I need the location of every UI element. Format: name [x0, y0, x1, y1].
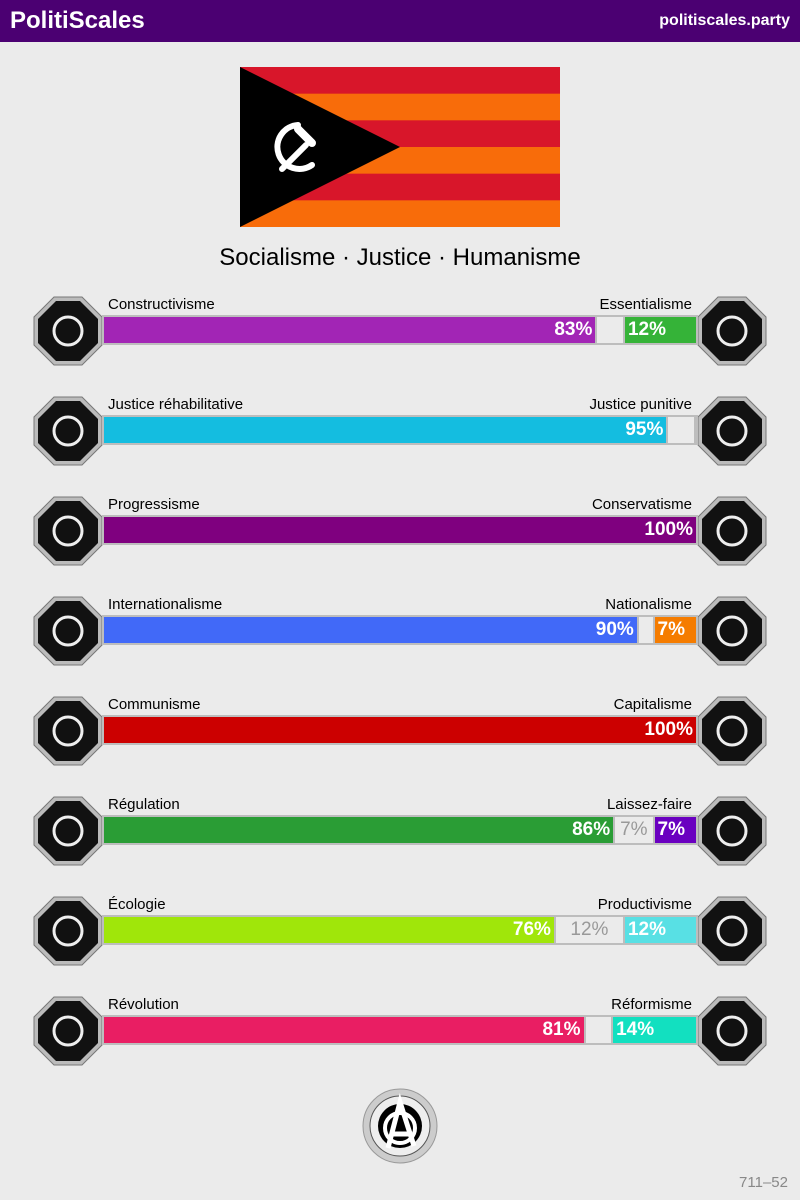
header: PolitiScales politiscales.party [0, 0, 800, 42]
gear-icon [697, 896, 767, 966]
flag-icon [697, 596, 767, 666]
eye-icon [33, 296, 103, 366]
axis-right-label: Essentialisme [599, 296, 692, 313]
axis-right-label: Réformisme [611, 996, 692, 1013]
neutral-segment: 7% [613, 817, 655, 843]
neutral-segment: 12% [553, 917, 625, 943]
axis-left-label: Communisme [108, 696, 201, 713]
right-segment: 12% [624, 917, 696, 943]
neutral-segment [666, 417, 696, 443]
axis-row: Régulation Laissez-faire 86% 7% 7% [0, 788, 800, 888]
axis-row: Constructivisme Essentialisme 83% 12% [0, 288, 800, 388]
axis-left-label: Écologie [108, 896, 166, 913]
app-title[interactable]: PolitiScales [10, 7, 145, 34]
axis-bar: 95% [102, 415, 698, 445]
axis-bar: 81% 14% [102, 1015, 698, 1045]
fist-icon [33, 996, 103, 1066]
sprout-icon [33, 896, 103, 966]
axis-bar: 100% [102, 715, 698, 745]
axis-left-label: Progressisme [108, 496, 200, 513]
globe-icon [33, 596, 103, 666]
anarchy-seal [362, 1088, 438, 1164]
axis-bar: 86% 7% 7% [102, 815, 698, 845]
left-segment: 90% [104, 617, 637, 643]
flower-icon [697, 296, 767, 366]
axis-left-label: Internationalisme [108, 596, 223, 613]
left-segment: 76% [104, 917, 554, 943]
quill-icon [697, 496, 767, 566]
axis-bar: 83% 12% [102, 315, 698, 345]
hammer-sickle-icon [33, 696, 103, 766]
axis-left-label: Justice réhabilitative [108, 396, 244, 413]
axis-left-label: Révolution [108, 996, 179, 1013]
handshake-icon [33, 396, 103, 466]
left-segment: 83% [104, 317, 596, 343]
left-segment: 81% [104, 1017, 584, 1043]
axis-left-label: Constructivisme [108, 296, 215, 313]
slogan: Socialisme · Justice · Humanisme [219, 244, 581, 271]
axis-left-label: Régulation [108, 796, 180, 813]
flag [240, 67, 560, 227]
result-code: 711–52 [739, 1174, 788, 1191]
axis-right-label: Laissez-faire [606, 796, 692, 813]
right-segment: 12% [624, 317, 696, 343]
site-link[interactable]: politiscales.party [659, 12, 790, 29]
flag-stripe [240, 67, 560, 95]
axis-right-label: Productivisme [597, 896, 692, 913]
ruler-icon [33, 796, 103, 866]
axis-row: Communisme Capitalisme 100% [0, 688, 800, 788]
hammer-sickle-icon [274, 122, 316, 172]
left-segment: 100% [104, 717, 696, 743]
axis-bar: 100% [102, 515, 698, 545]
axis-bar: 90% 7% [102, 615, 698, 645]
axis-row: Écologie Productivisme 76% 12% 12% [0, 888, 800, 988]
axis-row: Révolution Réformisme 81% 14% [0, 988, 800, 1088]
right-segment: 7% [654, 817, 696, 843]
right-segment: 14% [613, 1017, 696, 1043]
axis-right-label: Capitalisme [613, 696, 692, 713]
money-bag-icon [697, 696, 767, 766]
right-segment: 7% [654, 617, 696, 643]
axis-row: Progressisme Conservatisme 100% [0, 488, 800, 588]
axis-right-label: Nationalisme [605, 596, 692, 613]
comet-icon [33, 496, 103, 566]
flag-triangle [240, 67, 400, 227]
axis-row: Internationalisme Nationalisme 90% 7% [0, 588, 800, 688]
left-segment: 100% [104, 517, 696, 543]
axis-row: Justice réhabilitative Justice punitive … [0, 388, 800, 488]
neutral-segment [636, 617, 655, 643]
prison-bars-icon [697, 396, 767, 466]
axis-right-label: Conservatisme [591, 496, 692, 513]
axis-right-label: Justice punitive [589, 396, 692, 413]
parliament-icon [697, 996, 767, 1066]
neutral-segment [583, 1017, 614, 1043]
butterfly-icon [697, 796, 767, 866]
neutral-segment [595, 317, 625, 343]
left-segment: 95% [104, 417, 667, 443]
axis-bar: 76% 12% 12% [102, 915, 698, 945]
left-segment: 86% [104, 817, 614, 843]
flag-stripe [240, 200, 560, 227]
